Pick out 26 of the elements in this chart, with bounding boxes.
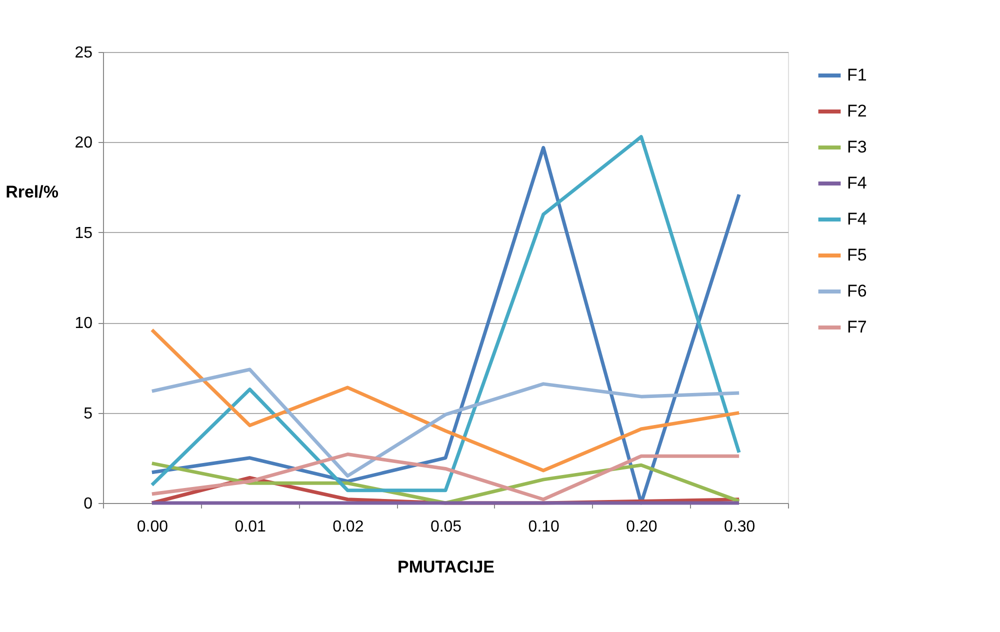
x-tick-label: 0.05 — [430, 518, 462, 536]
x-tick-label: 0.01 — [234, 518, 266, 536]
x-tick-label: 0.00 — [136, 518, 168, 536]
legend-label: F1 — [847, 66, 867, 84]
y-tick-label: 10 — [74, 315, 93, 332]
y-tick-label: 0 — [84, 496, 93, 512]
legend-label: F6 — [847, 282, 867, 300]
line-series — [150, 452, 741, 502]
x-tick-label: 0.30 — [724, 518, 756, 536]
legend-label: F7 — [847, 318, 867, 336]
y-tick-label: 15 — [74, 224, 93, 242]
line-series — [150, 368, 741, 478]
legend-label: F2 — [847, 102, 867, 120]
x-tick-label: 0.02 — [332, 518, 364, 536]
legend-label: F5 — [847, 246, 867, 264]
legend-label: F3 — [847, 138, 867, 156]
legend-label: F4 — [847, 174, 867, 192]
x-tick-label: 0.20 — [626, 518, 658, 536]
line-series — [150, 328, 741, 472]
y-tick-label: 25 — [74, 44, 93, 62]
legend-label: F4 — [847, 210, 867, 228]
y-tick-label: 5 — [84, 405, 93, 422]
x-tick-label: 0.10 — [528, 518, 560, 536]
x-axis-title: PMUTACIJE — [398, 558, 494, 576]
y-tick-label: 20 — [74, 134, 93, 152]
y-axis-title: Rrel/% — [6, 182, 58, 202]
